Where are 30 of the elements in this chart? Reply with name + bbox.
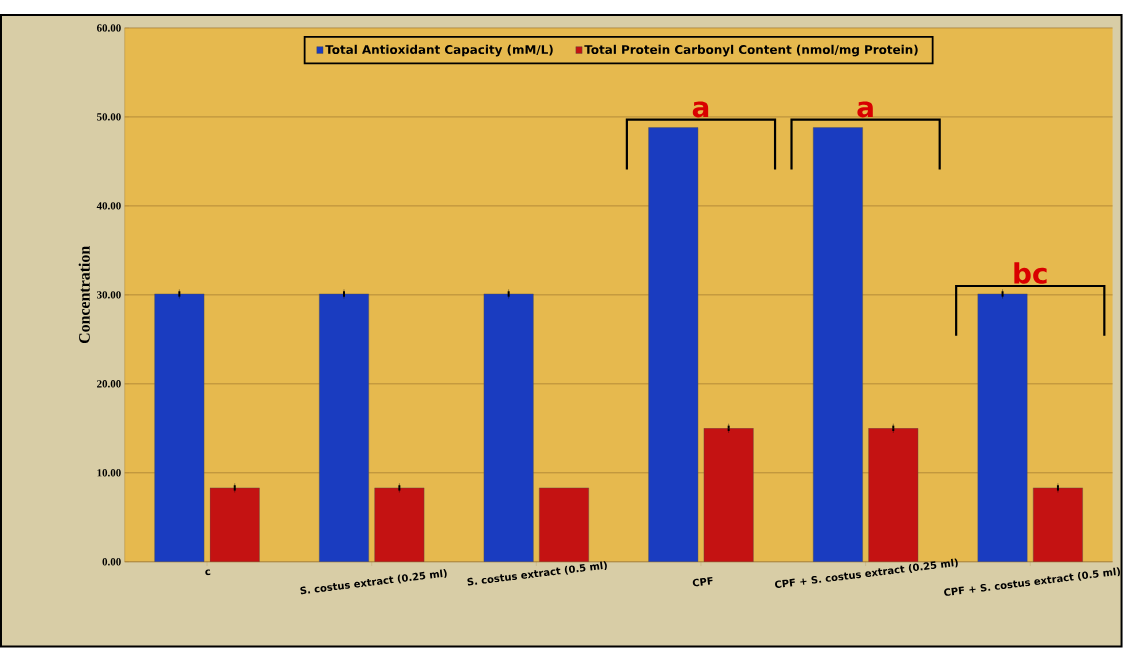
y-tick-label: 40.00 — [96, 202, 121, 210]
y-tick-label: 30.00 — [97, 291, 121, 299]
bar — [648, 127, 699, 562]
x-tick-label: CPF + S. costus extract (0.5 ml) — [944, 567, 1120, 597]
bar — [1033, 487, 1083, 562]
bar — [868, 428, 919, 562]
y-tick-label: 0.00 — [102, 558, 121, 566]
bar — [977, 293, 1028, 562]
bar — [374, 487, 425, 562]
x-tick-label: CPF — [692, 577, 713, 587]
bar — [483, 293, 534, 562]
annotation: a — [857, 101, 873, 118]
legend-label: Total Antioxidant Capacity (mM/L) — [325, 45, 553, 57]
bar — [703, 428, 754, 562]
bar — [154, 293, 205, 562]
annotation: bc — [1014, 262, 1047, 284]
annotation: a — [692, 101, 709, 118]
bar — [813, 127, 863, 562]
y-tick-label: 10.00 — [97, 469, 121, 477]
bar — [539, 487, 589, 562]
legend-label: Total Protein Carbonyl Content (nmol/mg Protein) — [584, 45, 918, 57]
bar — [319, 293, 369, 562]
y-tick-label: 60.00 — [96, 24, 121, 32]
x-tick-label: S. costus extract (0.5 ml) — [467, 561, 607, 586]
y-tick-label: 50.00 — [97, 113, 121, 121]
y-axis-title: Concentration — [78, 246, 90, 344]
y-tick-label: 20.00 — [97, 380, 121, 388]
bar — [209, 487, 260, 562]
x-tick-label: S. costus extract (0.25 ml) — [300, 569, 447, 595]
x-tick-label: c — [205, 569, 211, 576]
